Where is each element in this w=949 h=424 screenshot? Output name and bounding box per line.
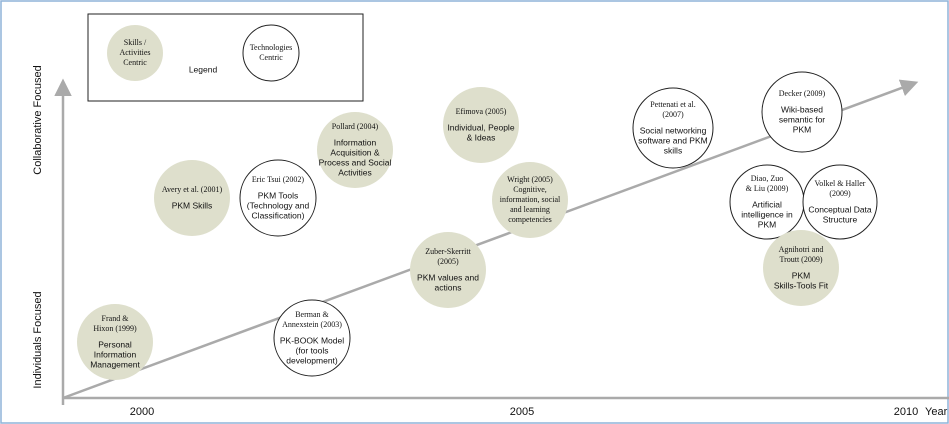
node-title: competencies <box>508 215 552 224</box>
node-body: Information <box>334 137 377 147</box>
node-title: Efimova (2005) <box>456 107 507 116</box>
node-title: (2009) <box>829 189 851 198</box>
node-title: & Liu (2009) <box>746 184 789 193</box>
technology-node <box>273 299 351 377</box>
legend-technologies-swatch <box>242 24 300 82</box>
node-title: Eric Tsui (2002) <box>252 175 305 184</box>
node-title: (2005) <box>437 257 459 266</box>
node-title: information, social <box>500 195 561 204</box>
skills-node <box>154 160 230 236</box>
node-title: Cognitive, <box>513 185 547 194</box>
node-title: Frand & <box>102 314 130 323</box>
skills-node <box>492 162 568 238</box>
y-top-label: Collaborative Focused <box>32 65 44 174</box>
node-body: Classification) <box>252 210 305 220</box>
x-label: 2010 <box>894 406 918 418</box>
node-body: Conceptual Data <box>808 204 872 214</box>
node-title: Decker (2009) <box>779 89 826 98</box>
node-body: Acquisition & <box>330 147 379 157</box>
y-bottom-label: Individuals Focused <box>32 291 44 388</box>
node-body: actions <box>435 282 462 292</box>
skills-node <box>443 87 519 163</box>
node-title: Volkel & Haller <box>815 179 866 188</box>
node-body: PKM <box>758 219 776 229</box>
node-title: (2007) <box>662 110 684 119</box>
node-body: PKM values and <box>417 272 479 282</box>
node-body: PK-BOOK Model <box>280 335 344 345</box>
node-title: Troutt (2009) <box>779 255 822 264</box>
x-title: Year <box>925 406 948 418</box>
label-line: Activities <box>119 48 150 57</box>
label-line: Skills / <box>124 38 147 47</box>
node-title: Annexstein (2003) <box>282 320 342 329</box>
node-body: software and PKM <box>638 135 707 145</box>
technology-node <box>632 87 714 169</box>
node-title: Berman & <box>295 310 329 319</box>
node-body: intelligence in <box>741 209 793 219</box>
node-body: (Technology and <box>247 200 310 210</box>
node-body: Individual, People <box>447 122 514 132</box>
node-title: Avery et al. (2001) <box>162 185 223 194</box>
node-body: PKM Tools <box>258 190 298 200</box>
node-body: Management <box>90 359 140 369</box>
label-line: Centric <box>259 53 283 62</box>
node-body: Artificial <box>752 199 782 209</box>
legend-skills-swatch <box>107 25 163 81</box>
node-title: Wright (2005) <box>507 175 553 184</box>
technology-node <box>239 159 317 237</box>
node-title: Agnihotri and <box>779 245 824 254</box>
node-body: Process and Social <box>319 157 392 167</box>
x-label: 2005 <box>510 406 534 418</box>
node-body: Information <box>94 349 137 359</box>
node-title: Pollard (2004) <box>332 122 379 131</box>
skills-node <box>77 304 153 380</box>
skills-node <box>410 232 486 308</box>
node-body: development) <box>286 355 338 365</box>
label-line: Centric <box>123 58 147 67</box>
node-body: semantic for <box>779 114 825 124</box>
node-title: Zuber-Skerritt <box>425 247 471 256</box>
label-line: Technologies <box>250 43 293 52</box>
x-label: 2000 <box>130 406 154 418</box>
node-body: Skills-Tools Fit <box>774 280 829 290</box>
legend-title: Legend <box>189 64 218 74</box>
technology-node <box>761 71 843 153</box>
node-title: Pettenati et al. <box>650 100 696 109</box>
node-body: Social networking <box>640 125 707 135</box>
node-body: Structure <box>823 214 858 224</box>
node-title: Hixon (1999) <box>93 324 137 333</box>
node-body: (for tools <box>295 345 328 355</box>
node-body: PKM Skills <box>172 200 213 210</box>
node-body: Personal <box>98 339 132 349</box>
skills-node <box>317 112 393 188</box>
node-body: Activities <box>338 167 372 177</box>
technology-node <box>802 164 878 240</box>
node-body: Wiki-based <box>781 104 823 114</box>
node-body: PKM <box>793 124 811 134</box>
node-title: Diao, Zuo <box>751 174 783 183</box>
node-body: PKM <box>792 270 810 280</box>
node-body: & Ideas <box>467 132 496 142</box>
node-body: skills <box>664 145 682 155</box>
node-title: and learning <box>510 205 550 214</box>
skills-node <box>763 230 839 306</box>
